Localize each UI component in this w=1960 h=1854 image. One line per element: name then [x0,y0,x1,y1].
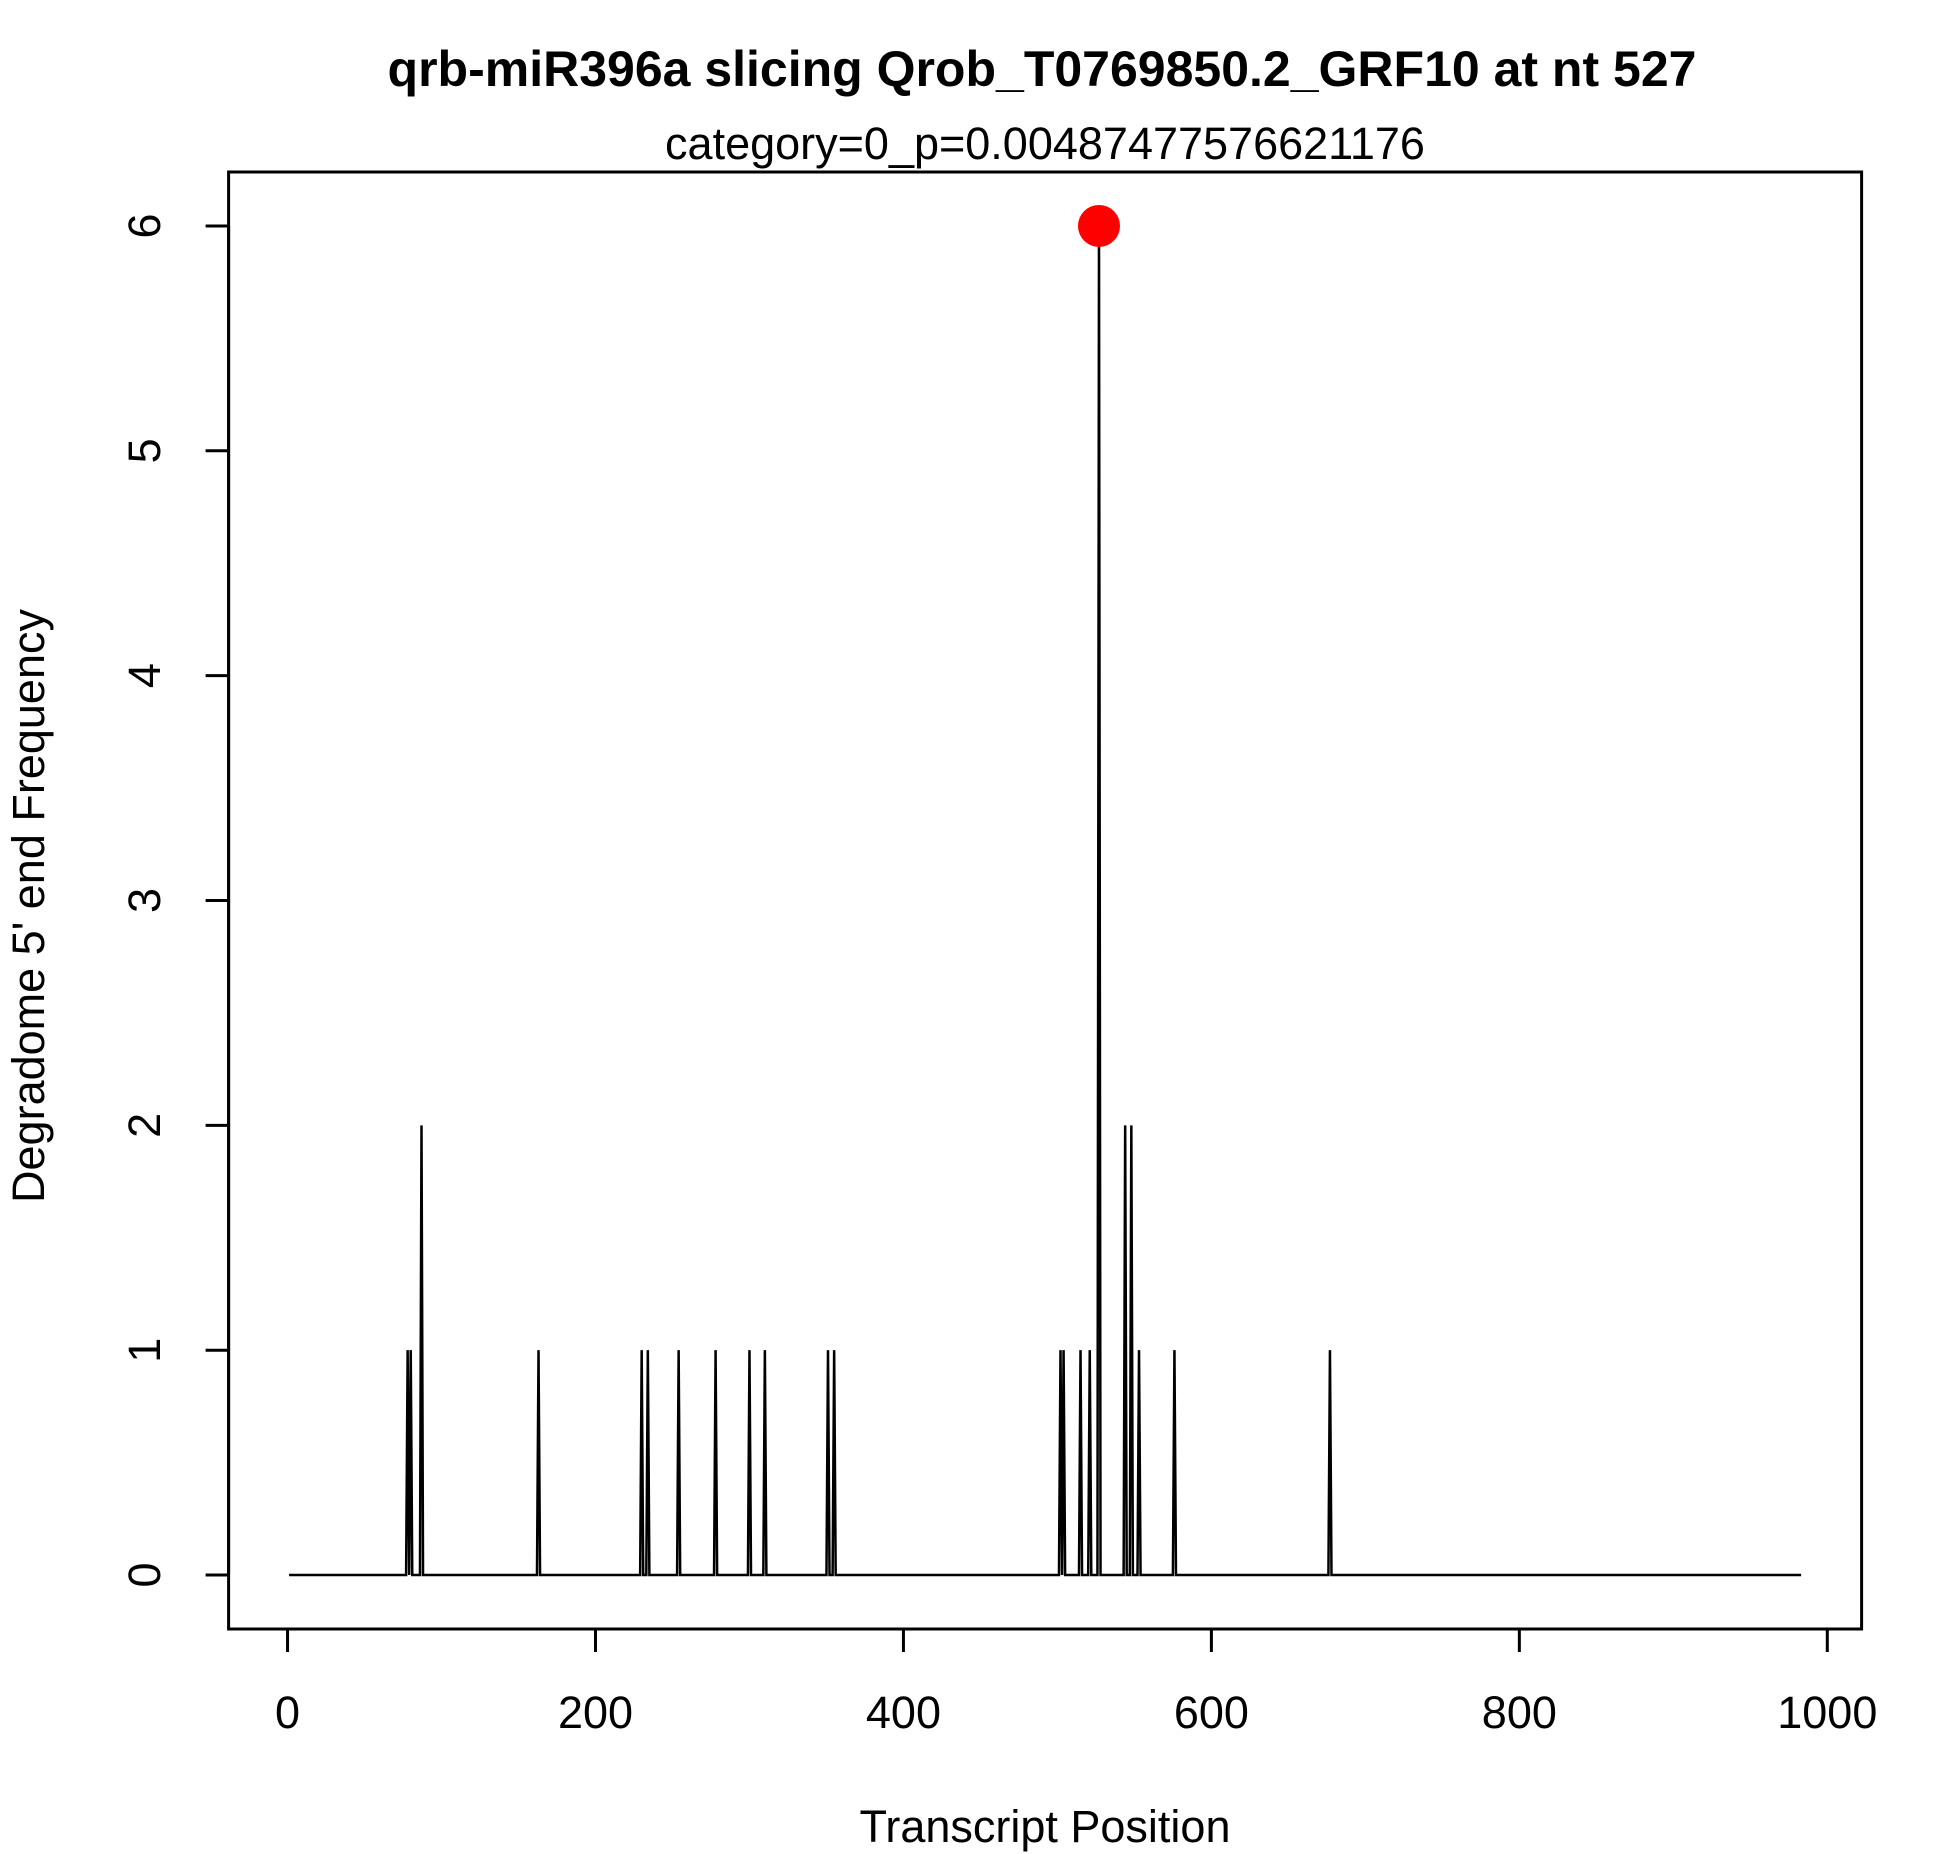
data-line [289,225,1802,1577]
x-tick-label: 200 [558,1687,633,1738]
y-tick-label: 2 [119,1113,170,1138]
chart-subtitle: category=0_p=0.00487477576621176 [665,118,1425,169]
x-tick-label: 1000 [1777,1687,1877,1738]
y-tick-label: 6 [119,213,170,238]
chart-title: qrb-miR396a slicing Qrob_T0769850.2_GRF1… [388,41,1697,97]
x-axis-label: Transcript Position [860,1801,1231,1852]
x-tick-label: 800 [1482,1687,1557,1738]
y-tick-label: 0 [119,1563,170,1588]
y-tick-label: 5 [119,438,170,463]
y-tick-label: 1 [119,1338,170,1363]
y-tick-label: 4 [119,663,170,688]
x-tick-label: 400 [866,1687,941,1738]
x-tick-label: 600 [1174,1687,1249,1738]
x-tick-label: 0 [275,1687,300,1738]
highlight-point [1077,204,1120,247]
y-tick-label: 3 [119,888,170,913]
y-axis-label: Degradome 5' end Frequency [3,609,54,1203]
plot-frame [227,170,1864,1631]
